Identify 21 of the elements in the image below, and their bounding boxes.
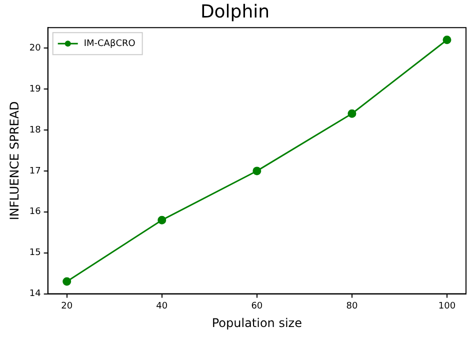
x-tick-label: 40: [156, 302, 168, 312]
point: [252, 166, 262, 176]
chart-title: Dolphin: [200, 1, 270, 22]
y-axis-title: INFLUENCE SPREAD: [7, 101, 22, 220]
y-tick-label: 15: [29, 248, 41, 258]
legend-label: IM-CAβCRO: [84, 38, 136, 49]
x-tick-label: 60: [251, 302, 263, 312]
x-axis-title: Population size: [212, 316, 302, 330]
x-tick-label: 80: [346, 302, 358, 312]
y-tick-label: 20: [29, 43, 42, 54]
y-tick-label: 14: [29, 289, 42, 300]
y-tick-label: 17: [29, 166, 41, 176]
x-tick-label: 100: [438, 302, 456, 312]
point: [158, 216, 166, 224]
point: [62, 277, 72, 286]
y-tick-label: 18: [29, 125, 42, 136]
y-tick-label: 16: [29, 207, 42, 218]
point: [442, 36, 452, 44]
point: [348, 109, 356, 118]
x-tick-label: 20: [61, 302, 73, 312]
y-tick-label: 19: [29, 84, 42, 94]
